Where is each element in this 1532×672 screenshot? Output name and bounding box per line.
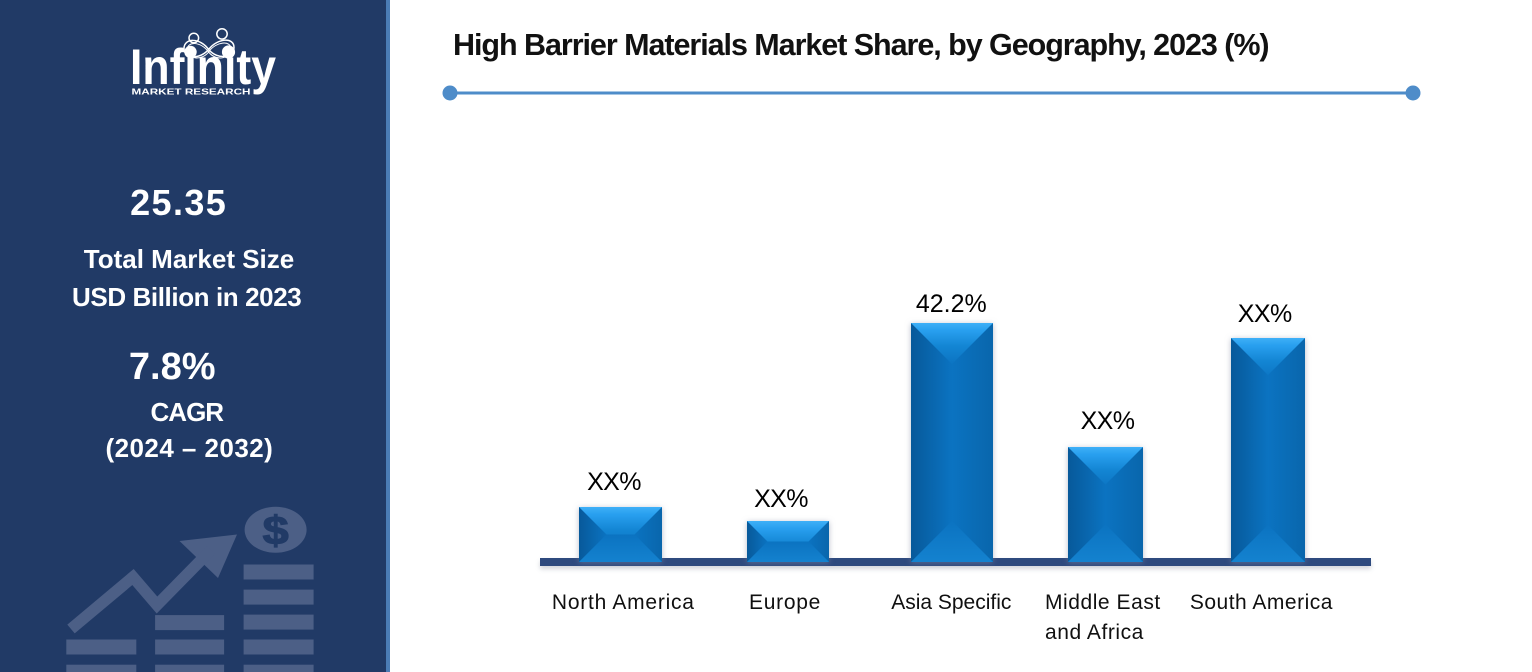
svg-text:$: $ bbox=[263, 509, 289, 553]
svg-text:Infinity: Infinity bbox=[130, 39, 276, 95]
svg-text:MARKET RESEARCH: MARKET RESEARCH bbox=[132, 87, 251, 97]
